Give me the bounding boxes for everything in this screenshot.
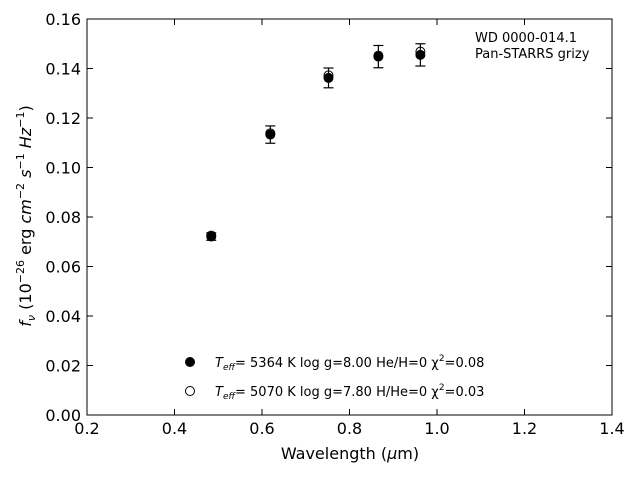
x-tick-label: 1.0	[424, 419, 449, 438]
annotation-line-2: Pan-STARRS grizy	[475, 47, 590, 62]
y-axis-label: fν (10−26 erg cm−2 s−1 Hz−1)	[14, 105, 38, 326]
observed-point	[206, 231, 217, 242]
observed-point	[373, 51, 384, 62]
x-tick-label: 1.2	[512, 419, 537, 438]
y-tick-label: 0.14	[45, 60, 81, 79]
legend-entry-1: Teff= 5364 K log g=8.00 He/H=0 χ2=0.08	[215, 354, 484, 373]
legend-marker-open	[185, 386, 195, 396]
y-tick-label: 0.00	[45, 406, 81, 425]
x-tick-label: 0.8	[337, 419, 362, 438]
observed-point	[415, 49, 426, 60]
data-series	[206, 43, 426, 242]
x-tick-label: 0.2	[74, 419, 99, 438]
y-tick-label: 0.16	[45, 10, 81, 29]
x-tick-label: 0.4	[162, 419, 187, 438]
y-tick-label: 0.06	[45, 258, 81, 277]
y-tick-label: 0.04	[45, 307, 81, 326]
x-tick-label: 0.6	[249, 419, 274, 438]
legend-entry-2: Teff= 5070 K log g=7.80 H/He=0 χ2=0.03	[215, 383, 484, 402]
legend-marker-filled	[185, 357, 195, 367]
x-axis-label: Wavelength (μm)	[281, 444, 419, 463]
legend: Teff= 5364 K log g=8.00 He/H=0 χ2=0.08 T…	[185, 354, 484, 402]
observed-point	[265, 129, 276, 140]
y-tick-label: 0.12	[45, 109, 81, 128]
x-tick-label: 1.4	[599, 419, 624, 438]
observed-point	[323, 72, 334, 83]
y-tick-label: 0.08	[45, 208, 81, 227]
y-tick-label: 0.10	[45, 159, 81, 178]
annotation-line-1: WD 0000-014.1	[475, 31, 577, 46]
axis-tick-labels: 0.2 0.4 0.6 0.8 1.0 1.2 1.4 0.00 0.02 0.04 0.06 0.0…	[45, 10, 624, 438]
axis-ticks	[86, 18, 613, 416]
y-tick-label: 0.02	[45, 357, 81, 376]
